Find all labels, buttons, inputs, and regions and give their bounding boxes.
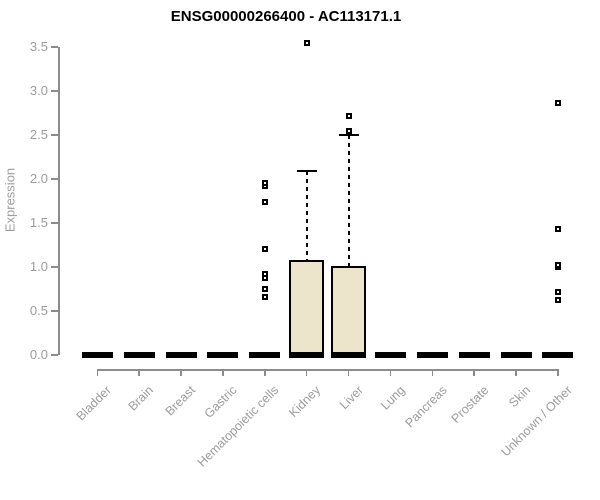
x-tick xyxy=(473,369,475,376)
outlier-point xyxy=(303,39,310,46)
x-tick-label: Kidney xyxy=(286,383,324,420)
outlier-point xyxy=(554,262,561,269)
y-tick-label: 0.5 xyxy=(29,303,48,318)
x-tick xyxy=(305,369,308,376)
x-tick-label: Prostate xyxy=(448,383,492,426)
x-tick-label: Skin xyxy=(505,383,534,411)
boxplot-median xyxy=(249,352,281,358)
outlier-point xyxy=(554,297,561,304)
x-axis-line xyxy=(97,369,558,371)
x-tick-label: Breast xyxy=(162,383,198,419)
y-tick-label: 1.0 xyxy=(29,259,48,274)
x-tick xyxy=(515,369,517,376)
x-tick xyxy=(96,369,99,376)
y-tick xyxy=(51,178,58,180)
outlier-point xyxy=(261,271,268,278)
y-tick xyxy=(51,266,58,268)
outlier-point xyxy=(261,245,268,252)
y-tick-label: 2.5 xyxy=(29,127,48,142)
boxplot-median xyxy=(416,352,448,358)
y-axis-line xyxy=(58,47,60,355)
y-tick xyxy=(51,310,58,312)
y-tick xyxy=(51,354,58,356)
x-tick xyxy=(557,369,559,376)
x-tick-label: Hematopoietic cells xyxy=(195,383,282,470)
boxplot-median xyxy=(331,352,367,358)
x-tick xyxy=(347,369,350,376)
boxplot-whisker xyxy=(305,171,308,260)
whisker-cap xyxy=(338,134,359,136)
x-tick-label: Pancreas xyxy=(401,383,450,431)
outlier-point xyxy=(554,226,561,233)
x-tick-label: Lung xyxy=(377,383,408,413)
boxplot-median xyxy=(81,352,113,358)
boxplot-median xyxy=(207,352,239,358)
boxplot-median xyxy=(374,352,406,358)
outlier-point xyxy=(261,179,268,186)
x-tick-label: Gastric xyxy=(201,383,240,421)
y-tick-label: 2.0 xyxy=(29,171,48,186)
whisker-cap xyxy=(296,170,317,173)
x-tick-label: Bladder xyxy=(73,383,115,424)
outlier-point xyxy=(554,288,561,295)
y-tick xyxy=(51,46,58,48)
y-tick-label: 3.5 xyxy=(29,39,48,54)
boxplot-median xyxy=(289,352,325,358)
x-tick-label: Liver xyxy=(336,383,366,413)
y-tick xyxy=(51,222,58,224)
boxplot-box xyxy=(331,266,367,355)
outlier-point xyxy=(554,100,561,107)
x-tick xyxy=(431,369,434,376)
x-tick xyxy=(389,369,392,376)
x-tick xyxy=(222,369,224,376)
x-tick xyxy=(138,369,140,376)
outlier-point xyxy=(345,127,352,134)
outlier-point xyxy=(345,112,352,119)
y-tick-label: 1.5 xyxy=(29,215,48,230)
outlier-point xyxy=(261,293,268,300)
outlier-point xyxy=(261,198,268,205)
boxplot-median xyxy=(123,352,155,358)
chart-title: ENSG00000266400 - AC113171.1 xyxy=(170,8,402,25)
boxplot-median xyxy=(542,352,574,358)
boxplot-median xyxy=(458,352,490,358)
y-tick xyxy=(51,134,58,136)
x-tick xyxy=(264,369,266,376)
boxplot-whisker xyxy=(347,135,350,267)
y-tick xyxy=(51,90,58,92)
boxplot-median xyxy=(500,352,532,358)
x-tick xyxy=(180,369,182,376)
y-tick-label: 3.0 xyxy=(29,83,48,98)
outlier-point xyxy=(261,286,268,292)
boxplot-median xyxy=(165,352,197,358)
y-tick-label: 0.0 xyxy=(29,347,48,362)
x-tick-label: Brain xyxy=(125,383,157,414)
boxplot-box xyxy=(289,259,325,355)
